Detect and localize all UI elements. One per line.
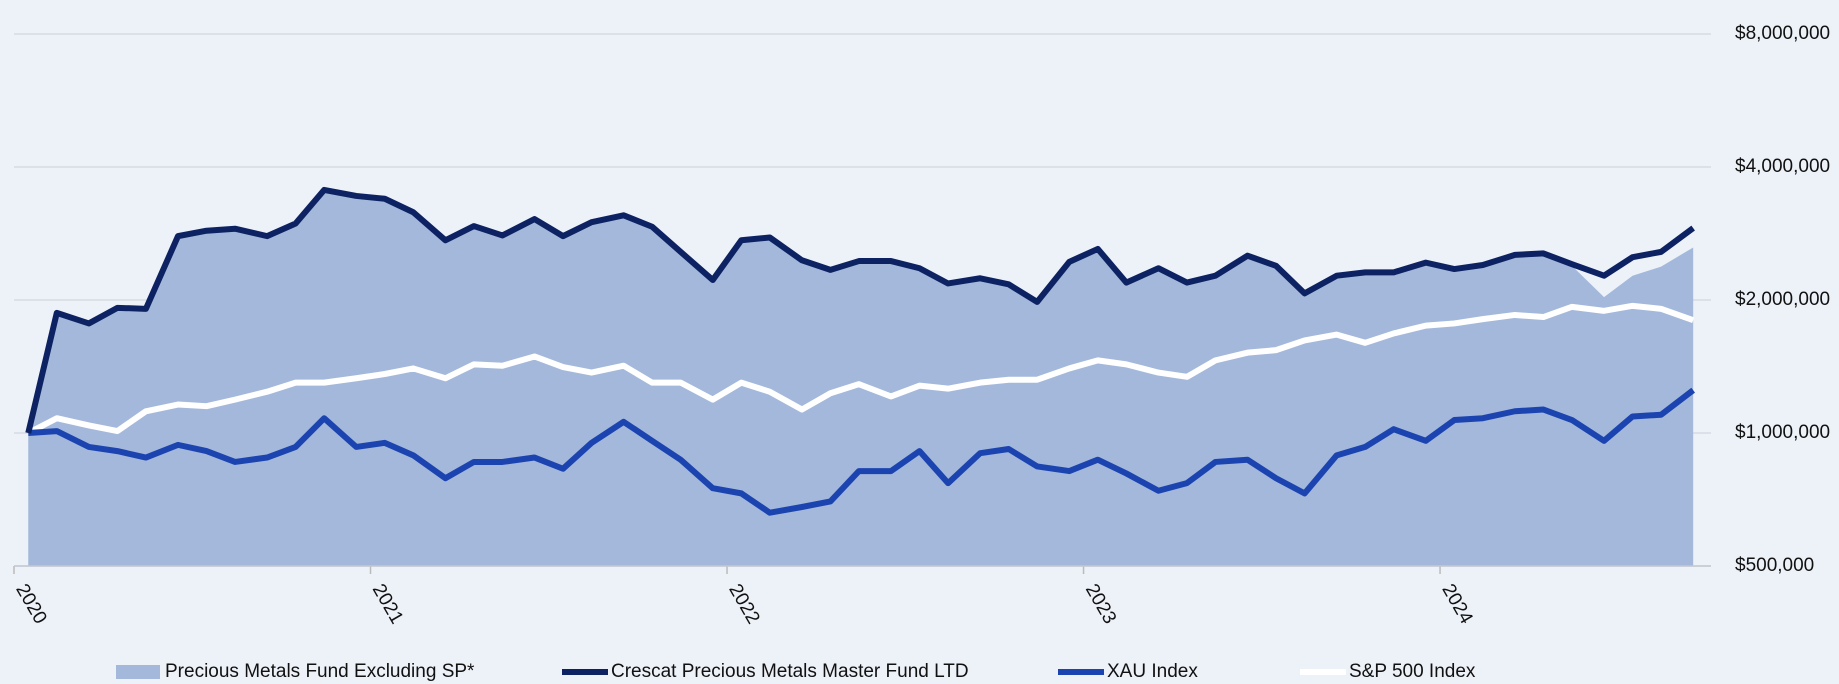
x-tick-label: 2023 — [1081, 581, 1120, 628]
x-tick-label: 2021 — [368, 581, 407, 628]
x-tick-label: 2024 — [1437, 581, 1477, 628]
legend-label: Crescat Precious Metals Master Fund LTD — [611, 661, 969, 682]
line — [28, 387, 1695, 516]
y-tick-label: $4,000,000 — [1735, 156, 1830, 177]
legend-swatch — [116, 665, 160, 679]
area — [28, 189, 1694, 566]
y-tick-label: $500,000 — [1735, 555, 1814, 576]
x-tick-label: 2022 — [724, 581, 763, 628]
y-tick-label: $2,000,000 — [1735, 289, 1830, 310]
x-tick-label: 2020 — [11, 581, 50, 628]
line — [26, 302, 1695, 436]
legend-label: S&P 500 Index — [1349, 661, 1476, 682]
y-tick-label: $8,000,000 — [1735, 23, 1830, 44]
line — [25, 186, 1695, 434]
legend-label: Precious Metals Fund Excluding SP* — [165, 661, 475, 682]
y-tick-label: $1,000,000 — [1735, 422, 1830, 443]
legend-label: XAU Index — [1107, 661, 1198, 682]
